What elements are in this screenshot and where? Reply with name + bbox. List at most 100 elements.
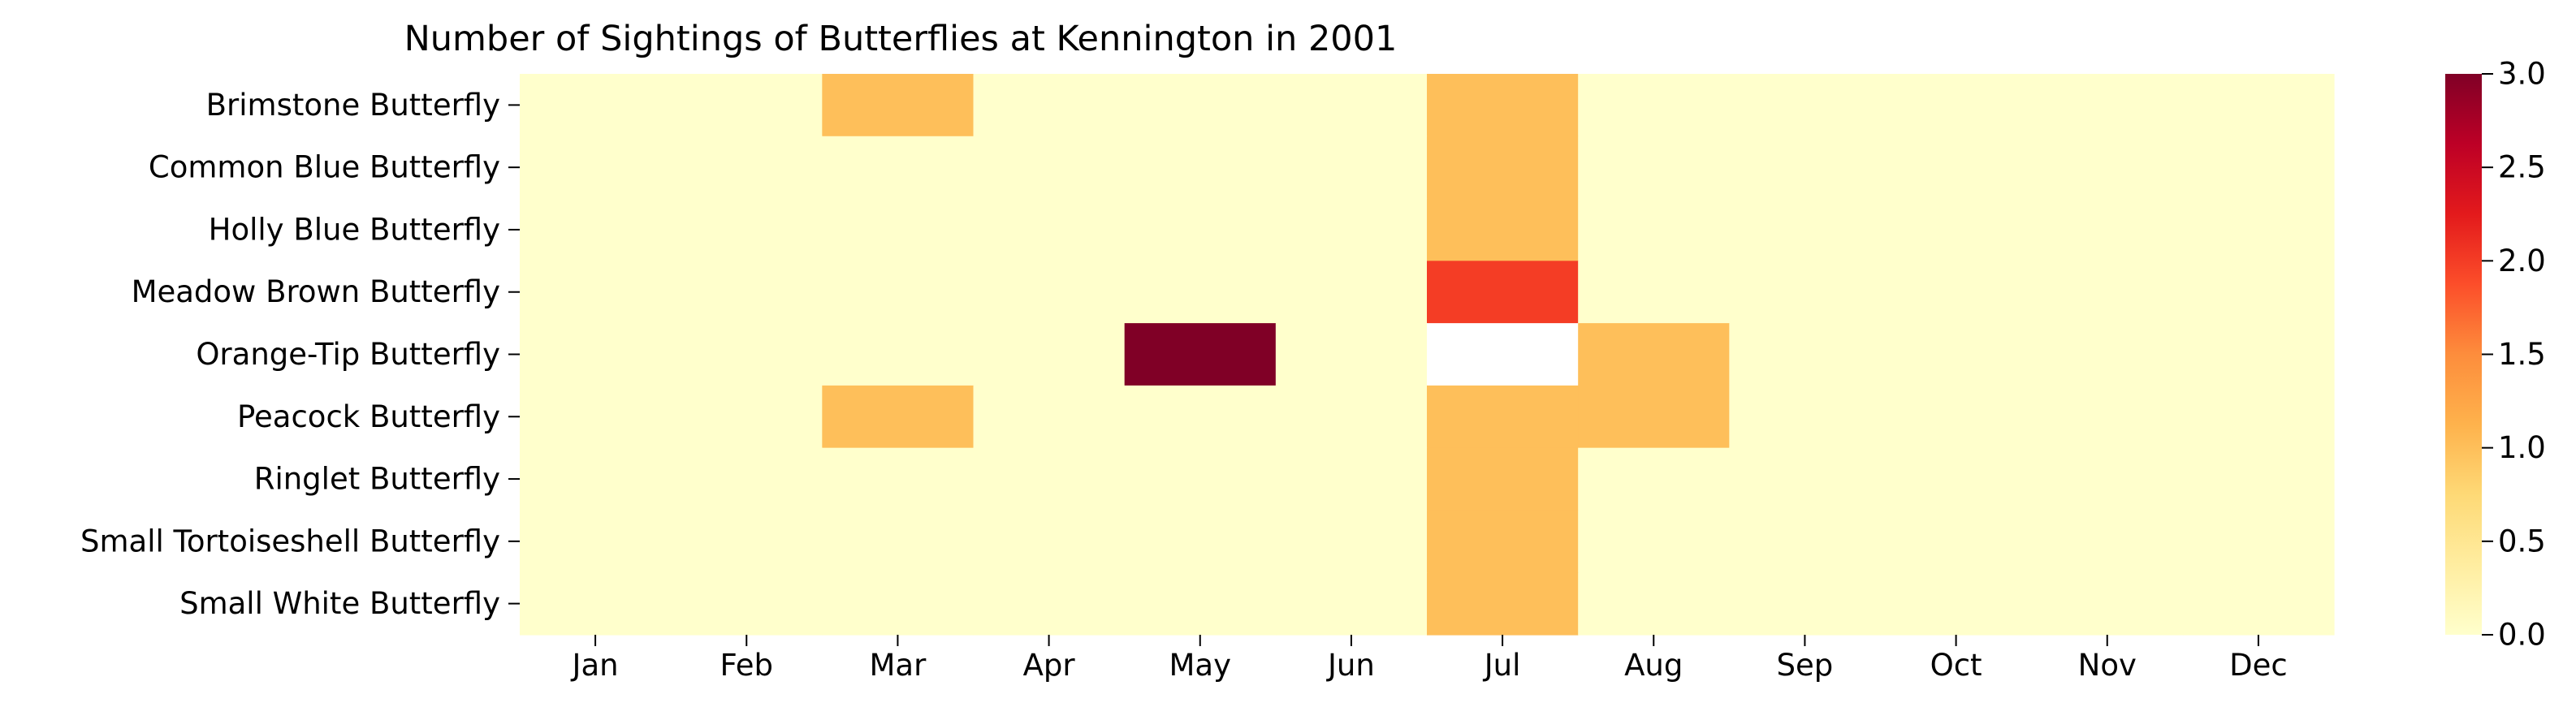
heatmap-cell [1729,510,1882,573]
y-tick-label: Small Tortoiseshell Butterfly [80,524,500,558]
heatmap-cell [822,261,975,324]
heatmap-cell [1275,136,1428,200]
heatmap-cell [1880,261,2033,324]
heatmap-cell [520,74,672,137]
heatmap-cell [822,385,975,449]
y-tick-label: Meadow Brown Butterfly [132,274,500,309]
heatmap-cell [520,572,672,636]
heatmap-cell [822,447,975,511]
heatmap-cell [1729,261,1882,324]
heatmap-cell [1729,572,1882,636]
heatmap-cell [1427,74,1579,137]
x-tick-label: Jun [1326,648,1375,683]
colorbar-tick-label: 2.0 [2498,244,2546,278]
chart-title: Number of Sightings of Butterflies at Ke… [404,19,1398,59]
x-tick-label: May [1169,648,1232,683]
colorbar-tick-label: 1.5 [2498,337,2546,372]
colorbar-tick-label: 3.0 [2498,57,2546,92]
heatmap-cell [2182,572,2335,636]
x-tick-label: Oct [1930,648,1982,683]
heatmap-cell [1427,385,1579,449]
heatmap-cell [973,198,1126,261]
heatmap-cell [671,74,823,137]
y-tick-label: Brimstone Butterfly [206,88,500,123]
heatmap-cell [2031,385,2184,449]
heatmap-cell [1124,198,1277,261]
heatmap-cell [2031,323,2184,386]
heatmap-cell [2182,136,2335,200]
x-tick-label: Mar [870,648,927,683]
heatmap-cell [1578,74,1730,137]
heatmap-cell [973,136,1126,200]
heatmap-cell [1124,510,1277,573]
heatmap-cell [822,510,975,573]
y-tick-label: Small White Butterfly [179,586,500,621]
heatmap-cell [1729,136,1882,200]
heatmap-cell [520,323,672,386]
y-tick-label: Common Blue Butterfly [149,150,500,185]
heatmap-cell [2031,261,2184,324]
x-tick-label: Sep [1777,648,1834,683]
heatmap-cell [1427,198,1579,261]
colorbar: 0.0 0.5 1.0 1.5 2.0 2.5 3.0 [2445,57,2546,653]
colorbar-tick-label: 0.0 [2498,618,2546,653]
heatmap-cell [671,510,823,573]
heatmap-cell [1729,198,1882,261]
heatmap-cell [1578,198,1730,261]
heatmap-cell [671,323,823,386]
heatmap-cell [1427,261,1579,324]
heatmap-cell [973,74,1126,137]
heatmap-cell [2031,510,2184,573]
heatmap-cell [973,261,1126,324]
heatmap-cell [1729,447,1882,511]
heatmap-cell [2031,198,2184,261]
heatmap-cell [822,74,975,137]
heatmap-cell [973,323,1126,386]
heatmap-cell [1124,385,1277,449]
heatmap-cell [973,510,1126,573]
heatmap-cell [1578,136,1730,200]
heatmap-cell [1880,74,2033,137]
heatmap-cell [1427,136,1579,200]
heatmap-cell [1880,198,2033,261]
colorbar-gradient [2445,74,2482,635]
heatmap-cell [671,572,823,636]
heatmap-cell [1880,447,2033,511]
heatmap-cell [1427,510,1579,573]
heatmap-cell [1729,385,1882,449]
heatmap-cell [1275,572,1428,636]
heatmap-cell [822,198,975,261]
heatmap-cell [973,385,1126,449]
x-tick-label: Jul [1483,648,1521,683]
y-tick-label: Peacock Butterfly [237,399,500,434]
heatmap-cell [671,447,823,511]
heatmap-cell [2182,447,2335,511]
heatmap-cell [520,261,672,324]
heatmap-cell [671,385,823,449]
heatmap-cell [1578,261,1730,324]
heatmap-cell [1275,510,1428,573]
heatmap-cell [520,198,672,261]
heatmap-cell [520,510,672,573]
heatmap-cell [1124,447,1277,511]
heatmap-cell [1275,447,1428,511]
heatmap-cell [822,323,975,386]
heatmap-cell [1124,74,1277,137]
heatmap-cell [2031,136,2184,200]
heatmap-cell [1124,572,1277,636]
heatmap-cell [1275,261,1428,324]
heatmap-cell [1578,447,1730,511]
heatmap-cell [2182,198,2335,261]
heatmap-cell [1729,323,1882,386]
heatmap-cell [1729,74,1882,137]
heatmap-cell [822,572,975,636]
heatmap-cell [973,572,1126,636]
heatmap-cell [1880,385,2033,449]
heatmap-cell [1427,323,1579,386]
heatmap-cell [671,136,823,200]
heatmap-cell [1880,136,2033,200]
heatmap-cell [1275,385,1428,449]
heatmap-cell [1880,323,2033,386]
y-tick-label: Orange-Tip Butterfly [196,337,500,372]
